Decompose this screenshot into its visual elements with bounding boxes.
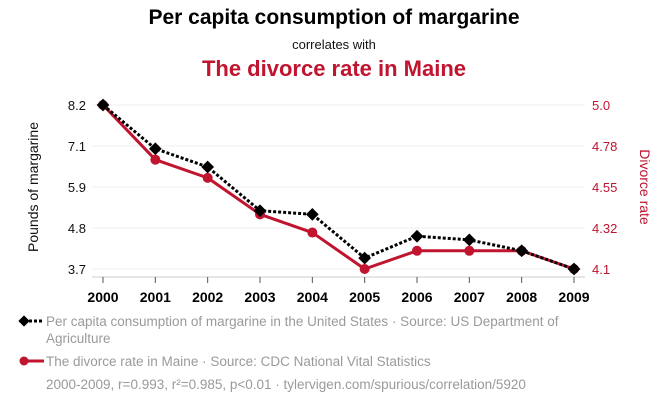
x-tick-label: 2003 [244,289,275,305]
legend-marker-divorce-icon [19,356,44,366]
y-tick-label-right: 5.0 [592,98,610,113]
legend-label-divorce: The divorce rate in Maine · Source: CDC … [46,354,431,369]
x-tick-label: 2004 [297,289,328,305]
data-point-margarine [201,160,215,174]
y-tick-label-left: 8.2 [68,98,86,113]
x-tick-label: 2005 [349,289,380,305]
x-tick-label: 2000 [87,289,118,305]
y-tick-label-left: 3.7 [68,262,86,277]
y-axis-label-left: Pounds of margarine [25,122,41,252]
chart-footer: 2000-2009, r=0.993, r²=0.985, p<0.01 · t… [46,377,526,392]
x-tick-label: 2007 [454,289,485,305]
y-tick-label-right: 4.32 [592,221,617,236]
chart-subtitle: correlates with [292,37,376,52]
legend-marker-margarine-icon [18,315,44,327]
chart-title: Per capita consumption of margarine [148,6,520,29]
x-tick-label: 2001 [140,289,171,305]
y-tick-label-right: 4.55 [592,180,617,195]
x-tick-label: 2009 [558,289,589,305]
legend-label-margarine: Per capita consumption of margarine in t… [46,314,559,346]
series-line-divorce [101,103,575,271]
series-line-margarine [102,103,575,271]
data-point-margarine [515,244,529,258]
data-point-margarine [253,204,267,218]
x-tick-label: 2002 [192,289,223,305]
data-point-margarine [305,207,319,221]
x-tick-label: 2006 [401,289,432,305]
data-point-margarine [148,142,162,156]
data-point-margarine [462,233,476,247]
data-point-divorce [307,227,318,238]
data-point-divorce [202,172,213,183]
y-tick-label-left: 5.9 [68,180,86,195]
data-point-margarine [410,229,424,243]
data-point-divorce [359,264,370,274]
data-point-divorce [150,154,161,165]
data-point-margarine [567,262,581,276]
y-tick-label-right: 4.1 [592,262,610,277]
x-tick-label: 2008 [506,289,537,305]
y-tick-label-left: 7.1 [68,139,86,154]
chart-title-secondary: The divorce rate in Maine [201,56,467,81]
data-point-divorce [464,245,475,256]
data-point-divorce [412,245,422,256]
y-tick-label-right: 4.78 [592,139,617,154]
y-tick-label-left: 4.8 [68,221,86,236]
y-axis-label-right: Divorce rate [637,149,653,225]
